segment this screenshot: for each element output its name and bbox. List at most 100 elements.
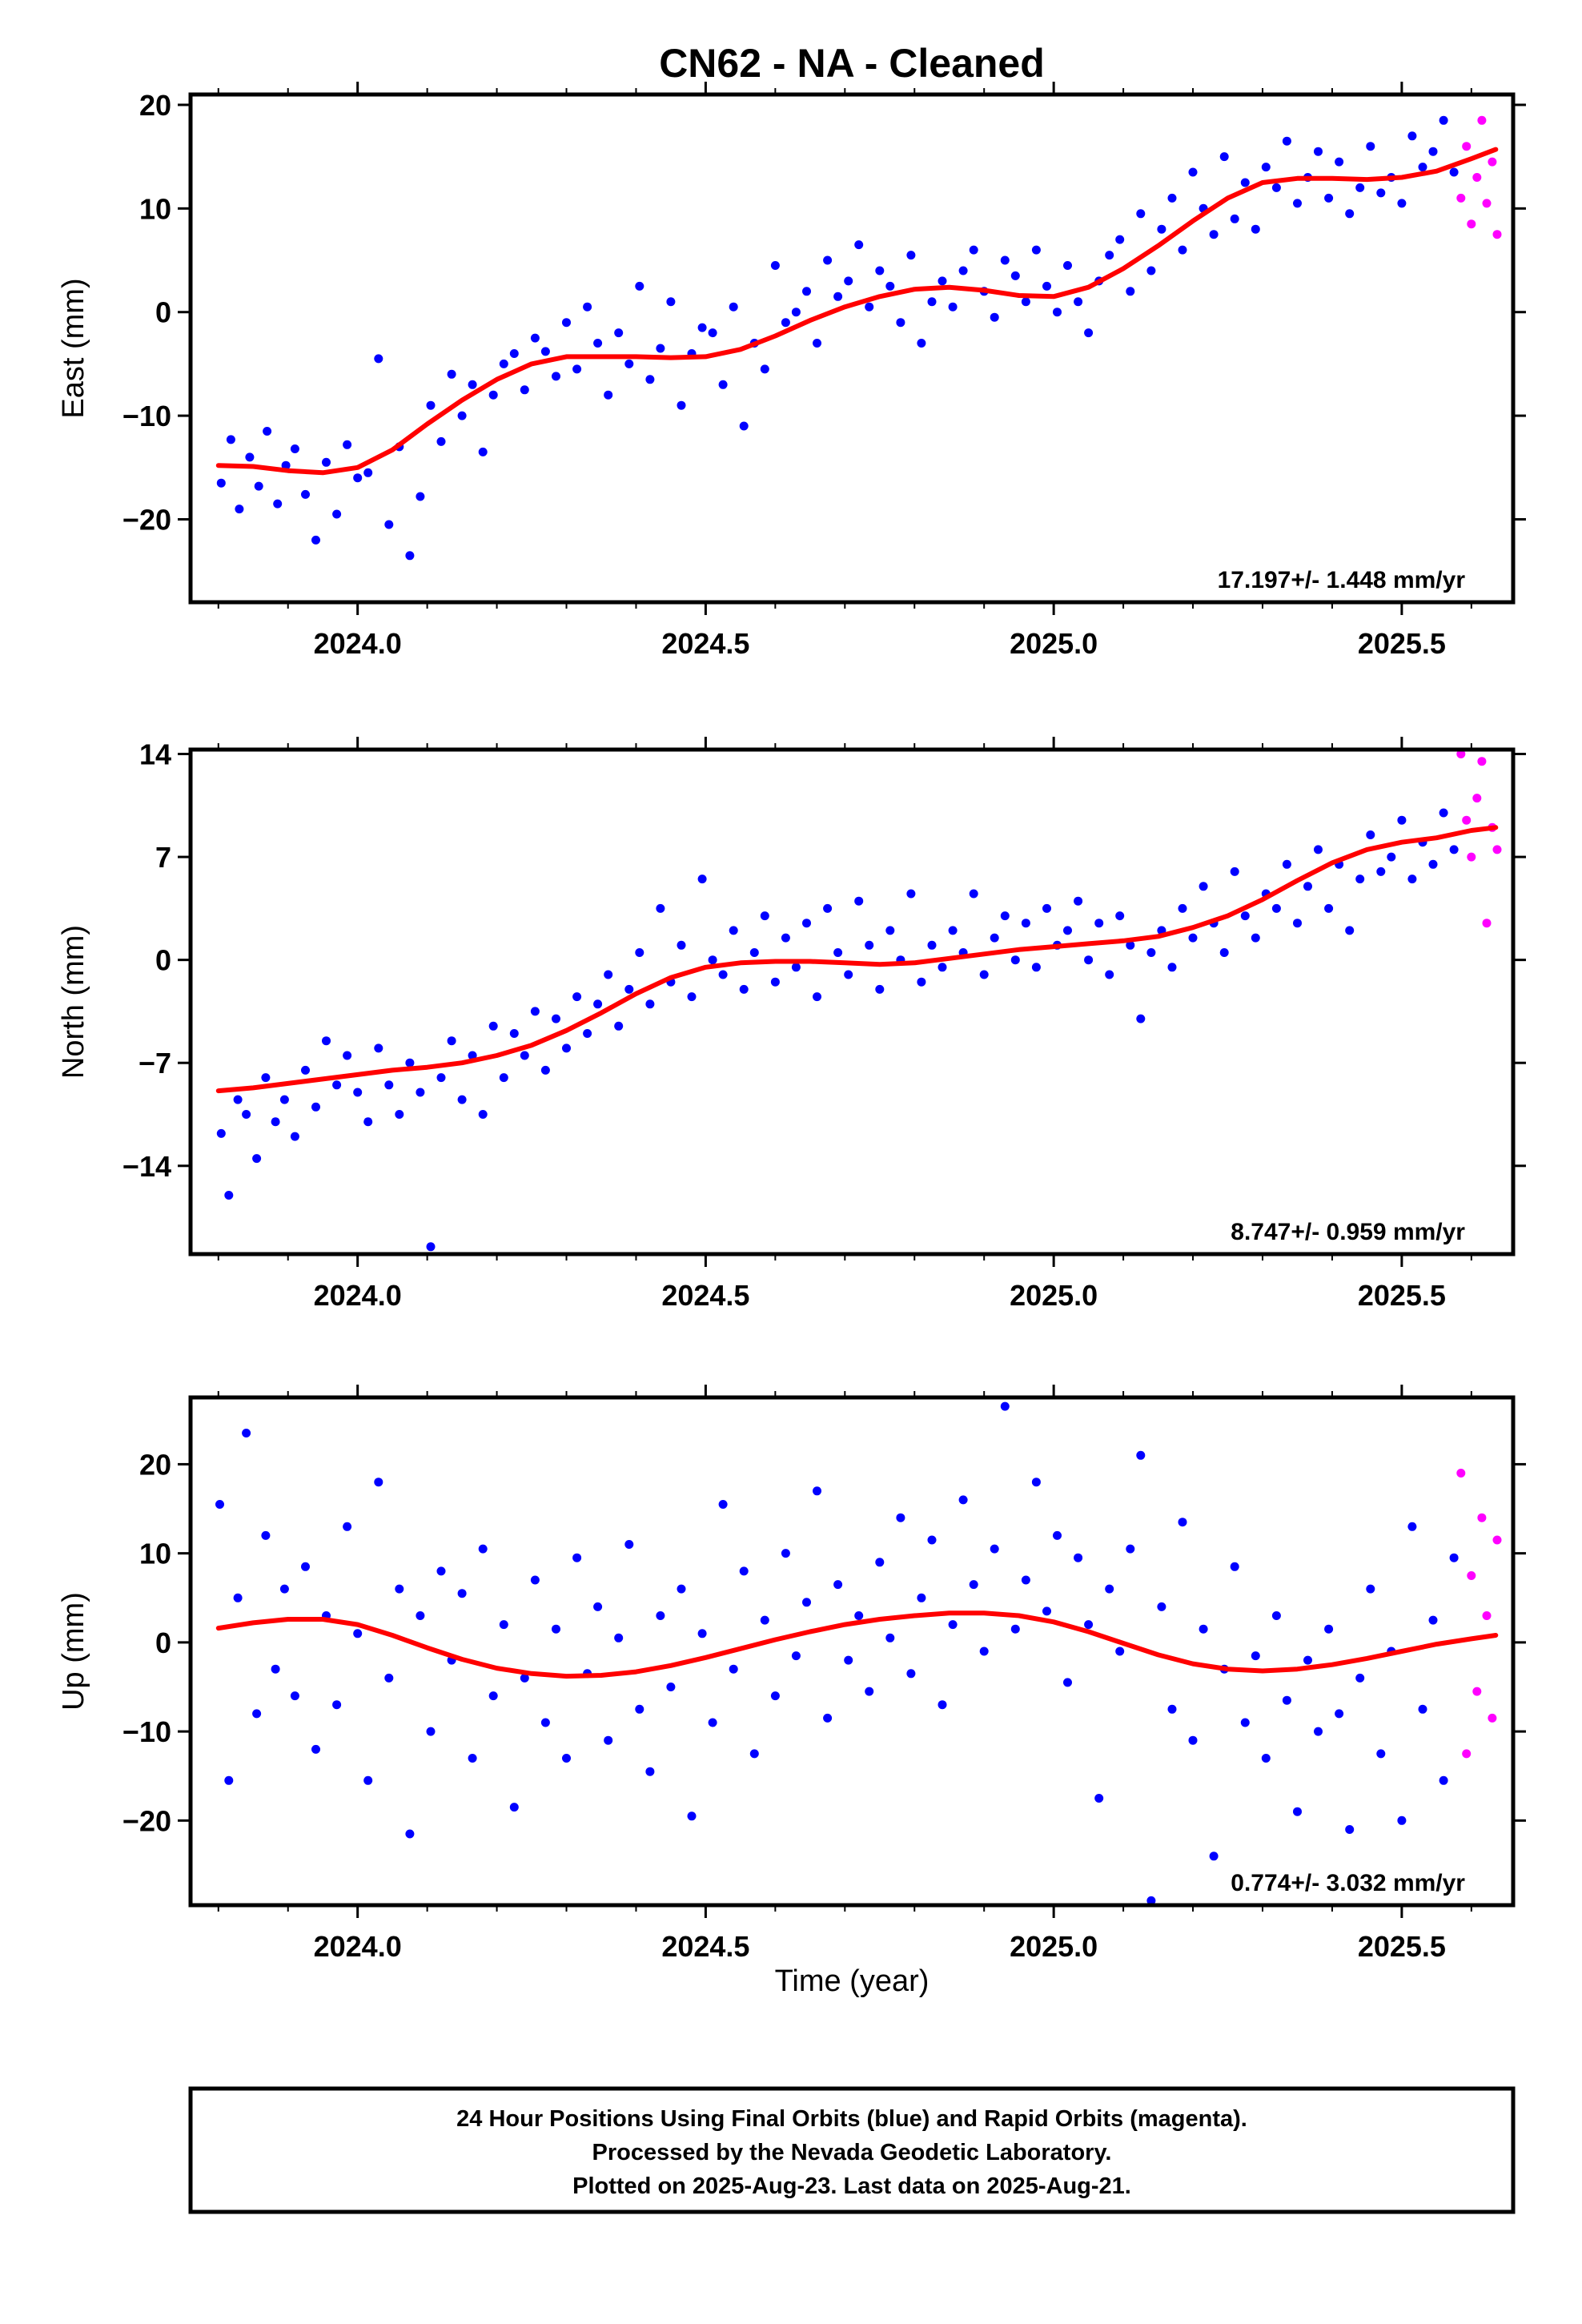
north-final-point: [1230, 866, 1239, 876]
east-final-point: [1136, 209, 1146, 219]
north-data-layer: [216, 750, 1502, 1252]
east-rapid-point: [1456, 193, 1466, 203]
east-final-point: [1115, 235, 1125, 244]
up-final-point: [405, 1829, 415, 1839]
up-final-point: [1240, 1718, 1250, 1727]
up-y-tick-label: −20: [122, 1804, 171, 1837]
figure-title: CN62 - NA - Cleaned: [659, 41, 1045, 86]
east-final-point: [1209, 230, 1219, 239]
up-rapid-point: [1467, 1571, 1476, 1580]
north-final-point: [252, 1154, 262, 1164]
up-panel: 2024.0 2024.5 2025.0 2025.5 20 10 0 −10 −20 Up (…: [57, 1385, 1526, 1963]
east-final-point: [1407, 131, 1417, 141]
north-final-point: [447, 1036, 456, 1046]
east-final-point: [1271, 183, 1281, 192]
up-final-point: [1407, 1522, 1417, 1531]
east-x-tick-label: 2024.5: [661, 627, 749, 660]
north-model-fit-line: [215, 825, 1499, 1094]
up-final-point: [958, 1495, 968, 1505]
east-final-point: [875, 266, 885, 275]
east-rapid-point: [1462, 142, 1472, 151]
east-final-point: [927, 297, 937, 307]
up-rate-annotation: 0.774+/- 3.032 mm/yr: [1231, 1870, 1465, 1896]
east-final-point: [1282, 136, 1291, 146]
north-final-point: [488, 1021, 498, 1031]
east-final-point: [1000, 255, 1010, 265]
east-final-point: [322, 457, 331, 467]
north-final-point: [1387, 852, 1396, 862]
north-y-axis-label: North (mm): [57, 925, 90, 1079]
north-final-point: [770, 977, 780, 987]
up-final-point: [1209, 1852, 1219, 1861]
east-final-point: [823, 255, 833, 265]
north-final-point: [332, 1080, 342, 1090]
east-final-point: [478, 447, 488, 456]
east-final-point: [509, 349, 519, 358]
east-final-point: [281, 460, 291, 470]
east-x-tick-label: 2024.0: [314, 627, 402, 660]
up-final-point: [1376, 1749, 1386, 1759]
up-final-point: [540, 1718, 550, 1727]
north-rapid-point: [1467, 852, 1476, 862]
north-final-point: [311, 1102, 320, 1112]
north-final-point: [1199, 882, 1208, 891]
footer-frame: [188, 2086, 1516, 2214]
north-plot-frame: [188, 747, 1516, 1256]
east-y-tick-label: 0: [155, 296, 171, 329]
east-final-point: [1084, 328, 1094, 338]
east-final-point: [245, 452, 255, 462]
up-final-point: [791, 1651, 801, 1661]
north-final-point: [1282, 859, 1291, 869]
up-rapid-point: [1456, 1469, 1466, 1478]
up-final-point: [224, 1775, 234, 1785]
up-final-point: [917, 1593, 926, 1602]
up-final-point: [416, 1611, 425, 1620]
east-final-point: [844, 276, 853, 286]
east-final-point: [583, 302, 592, 312]
up-final-point: [813, 1486, 821, 1496]
north-y-tick-label: 7: [155, 841, 171, 874]
east-y-axis-label: East (mm): [57, 278, 90, 418]
east-final-point: [1219, 152, 1229, 162]
east-final-point: [353, 473, 363, 483]
north-final-point: [1031, 963, 1041, 972]
north-final-point: [478, 1110, 488, 1119]
up-final-point: [530, 1575, 540, 1585]
north-final-point: [1449, 845, 1459, 854]
north-y-tick-label: −7: [139, 1047, 171, 1080]
north-final-point: [1303, 882, 1312, 891]
north-final-point: [520, 1051, 529, 1060]
up-x-tick-label: 2024.0: [314, 1930, 402, 1963]
up-y-tick-label: 20: [139, 1448, 171, 1481]
north-final-point: [343, 1051, 352, 1060]
east-final-point: [1449, 167, 1459, 177]
north-final-point: [583, 1029, 592, 1038]
north-final-point: [1251, 933, 1260, 943]
east-final-point: [885, 281, 895, 291]
up-final-point: [833, 1580, 843, 1590]
up-final-point: [1188, 1735, 1198, 1745]
east-final-point: [1324, 193, 1334, 203]
east-final-point: [332, 509, 342, 519]
up-final-point: [509, 1803, 519, 1812]
east-final-point: [770, 261, 780, 270]
east-final-point: [530, 333, 540, 343]
up-final-point: [552, 1624, 560, 1634]
east-final-point: [499, 359, 508, 368]
up-model-fit-line: [215, 1610, 1499, 1679]
east-final-point: [604, 390, 613, 400]
east-axes: 2024.0 2024.5 2025.0 2025.5 20 10 0 −10 −20: [122, 82, 1526, 660]
up-final-point: [426, 1727, 436, 1736]
east-final-point: [363, 468, 373, 477]
east-final-point: [635, 281, 644, 291]
up-final-point: [614, 1633, 624, 1642]
north-final-point: [948, 926, 958, 935]
east-final-point: [802, 287, 811, 296]
east-final-point: [1293, 199, 1302, 208]
up-final-point: [687, 1811, 697, 1821]
up-final-point: [1136, 1450, 1146, 1460]
up-final-point: [1084, 1620, 1094, 1630]
north-final-point: [540, 1065, 550, 1075]
up-final-point: [562, 1754, 571, 1763]
east-final-point: [708, 328, 717, 338]
